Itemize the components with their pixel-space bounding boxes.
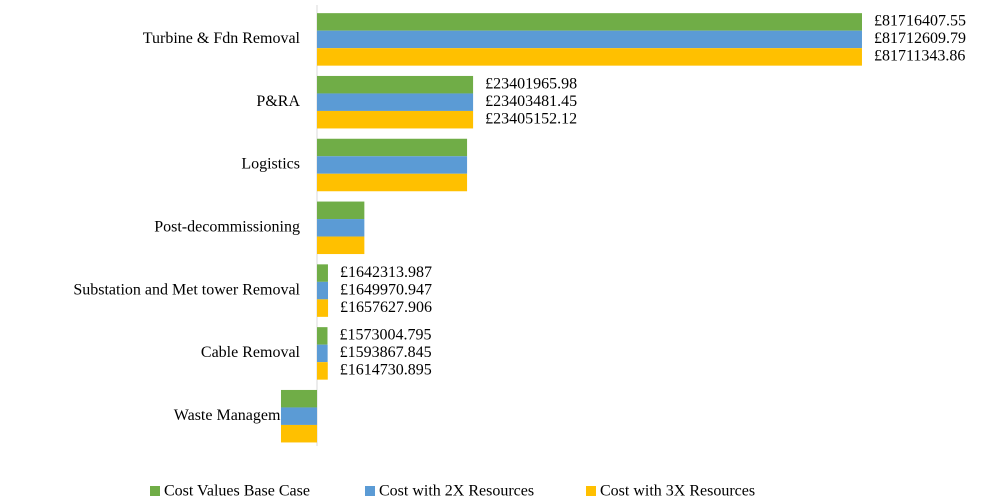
bar bbox=[317, 138, 468, 157]
category-label: Substation and Met tower Removal bbox=[73, 281, 300, 298]
bar bbox=[317, 13, 862, 31]
value-label: £1642313.987 bbox=[340, 264, 432, 281]
bar bbox=[280, 407, 317, 425]
legend-label: Cost with 3X Resources bbox=[600, 483, 755, 500]
category-label: Cable Removal bbox=[201, 344, 301, 361]
legend-swatch bbox=[365, 486, 375, 496]
value-label: £1614730.895 bbox=[340, 362, 432, 379]
bar bbox=[317, 236, 365, 255]
value-label: £1593867.845 bbox=[340, 344, 432, 361]
bar bbox=[317, 219, 365, 237]
value-label: £81716407.55 bbox=[874, 13, 966, 30]
value-label: £23401965.98 bbox=[485, 75, 577, 92]
bar bbox=[317, 93, 474, 111]
bar bbox=[280, 389, 317, 408]
legend-label: Cost with 2X Resources bbox=[379, 483, 534, 500]
bar bbox=[317, 110, 474, 129]
bar bbox=[317, 344, 328, 363]
bar bbox=[317, 30, 862, 49]
category-label: P&RA bbox=[256, 93, 300, 110]
value-label: £23403481.45 bbox=[485, 93, 577, 110]
bar bbox=[317, 48, 862, 66]
legend-label: Cost Values Base Case bbox=[164, 483, 310, 500]
legend-swatch bbox=[586, 486, 596, 496]
value-label: £1657627.906 bbox=[340, 299, 432, 316]
category-label: Turbine & Fdn Removal bbox=[143, 30, 301, 47]
value-label: £1573004.795 bbox=[339, 327, 431, 344]
bar bbox=[317, 201, 365, 220]
bar bbox=[317, 362, 328, 380]
category-label: Logistics bbox=[241, 156, 300, 173]
value-label: £81712609.79 bbox=[874, 30, 966, 47]
bar bbox=[317, 327, 328, 345]
bar bbox=[317, 156, 468, 174]
category-label: Post-decommissioning bbox=[154, 218, 300, 235]
bar bbox=[317, 281, 329, 300]
value-label: £1649970.947 bbox=[340, 281, 432, 298]
value-label: £23405152.12 bbox=[485, 110, 577, 127]
legend-swatch bbox=[150, 486, 160, 496]
bar bbox=[317, 299, 329, 317]
category-label: Waste Management bbox=[174, 407, 301, 424]
bar bbox=[280, 424, 317, 443]
bar bbox=[317, 173, 468, 192]
value-label: £81711343.86 bbox=[874, 48, 965, 65]
bar bbox=[317, 264, 328, 282]
bar bbox=[317, 75, 474, 94]
